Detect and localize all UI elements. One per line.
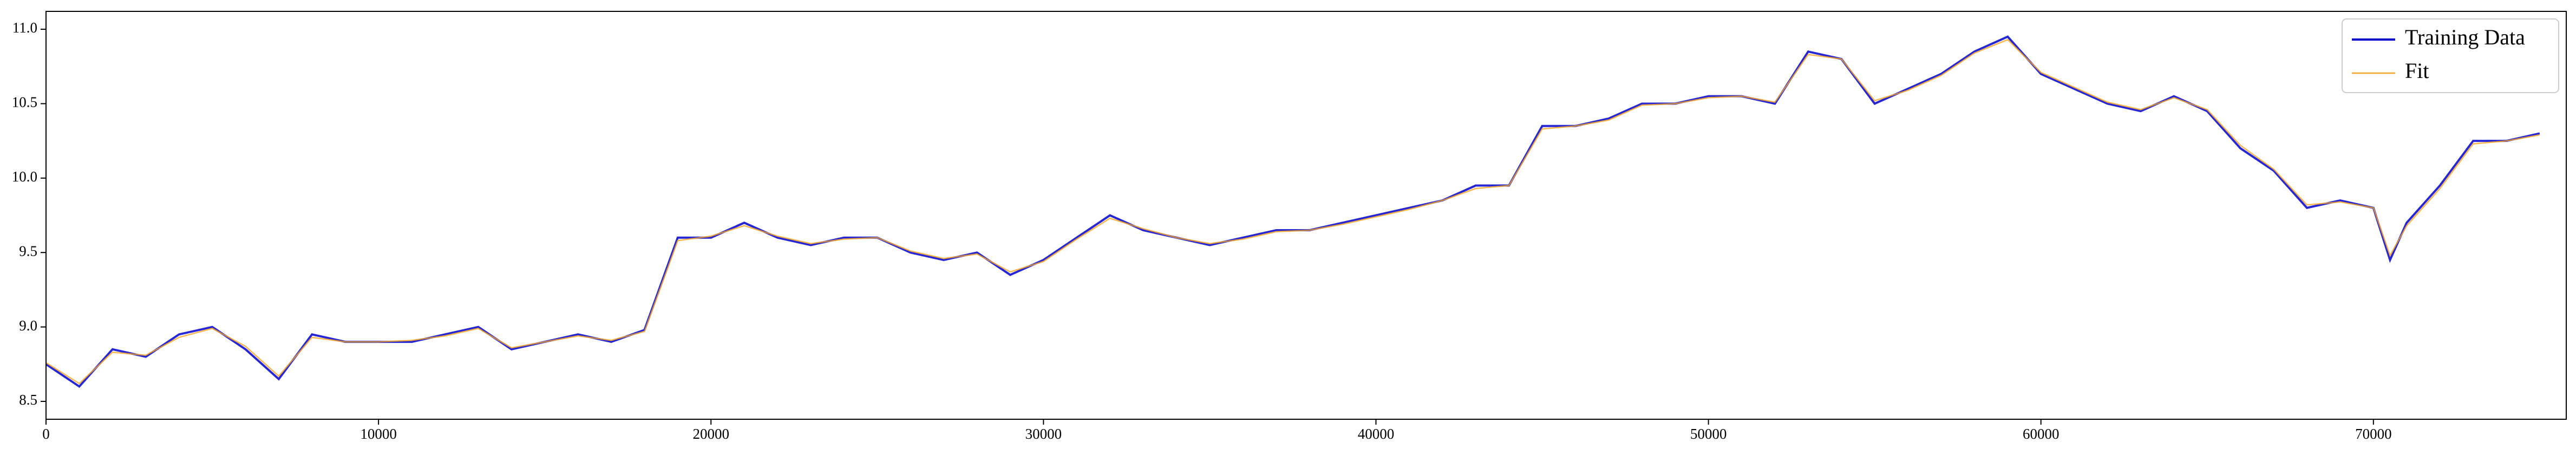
y-tick-label: 9.5 <box>19 243 37 259</box>
legend-box <box>2342 18 2559 93</box>
x-tick-label: 0 <box>42 426 50 442</box>
legend-label: Training Data <box>2405 25 2525 49</box>
series-line <box>46 38 2540 385</box>
x-tick-label: 60000 <box>2023 426 2060 442</box>
x-tick-label: 40000 <box>1358 426 1395 442</box>
y-tick-label: 9.0 <box>19 317 37 334</box>
x-tick-label: 50000 <box>1690 426 1727 442</box>
y-tick-label: 10.5 <box>12 94 37 110</box>
y-tick-label: 8.5 <box>19 392 37 408</box>
x-tick-label: 70000 <box>2355 426 2392 442</box>
x-tick-label: 10000 <box>360 426 397 442</box>
series-line <box>46 35 2540 388</box>
y-tick-label: 11.0 <box>12 20 37 36</box>
x-tick-label: 20000 <box>692 426 729 442</box>
y-tick-label: 10.0 <box>12 168 37 185</box>
x-tick-label: 30000 <box>1025 426 1062 442</box>
legend-label: Fit <box>2405 58 2429 83</box>
plot-frame <box>45 11 2567 420</box>
